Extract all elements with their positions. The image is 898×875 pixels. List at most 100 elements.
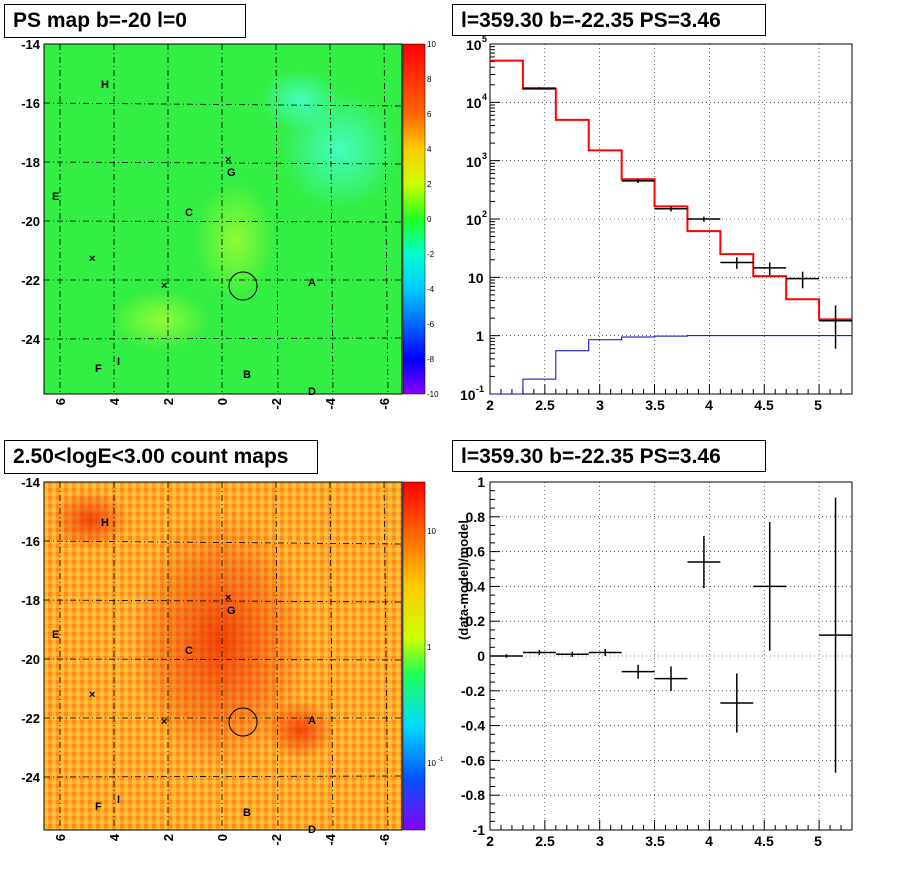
cb-tick: -10 (427, 390, 439, 399)
bl-ytick: -16 (21, 534, 40, 549)
br-xtick: 5 (814, 833, 822, 849)
br-ytick: 0 (477, 648, 485, 664)
tl-ytick: -18 (21, 155, 40, 170)
tr-ytick: 1 (476, 328, 484, 344)
bl-ytick: -20 (21, 652, 40, 667)
br-xtick: 3 (596, 833, 604, 849)
tr-ytick: 10 (468, 270, 484, 286)
data-point (687, 216, 721, 222)
tl-src-i: I (117, 356, 120, 368)
br-residual-plot: (data-model)/model 2 2.5 3 3.5 4 4.5 5 1… (456, 474, 853, 849)
br-ytick: -0.6 (461, 752, 485, 768)
bl-src-h: H (101, 517, 109, 529)
background-histogram (490, 335, 852, 395)
svg-text:×: × (225, 592, 231, 604)
bl-xtick: -4 (323, 833, 338, 845)
svg-text:×: × (89, 253, 95, 265)
tr-ytick: 10 (466, 154, 482, 170)
tr-ytick: 10 (466, 95, 482, 111)
cb-tick: 1 (427, 643, 432, 652)
residual-point (654, 666, 688, 691)
data-point (654, 206, 688, 212)
tl-xtick: 0 (215, 398, 230, 405)
tl-src-a: A (308, 277, 316, 289)
br-ytick: 0.4 (466, 578, 486, 594)
bl-ytick: -24 (21, 770, 41, 785)
data-point (720, 257, 754, 269)
tl-ps-circle (228, 271, 258, 301)
residual-point (687, 535, 721, 589)
br-ytick: 0.8 (466, 509, 486, 525)
cb-tick: 4 (427, 145, 432, 154)
model-histogram (490, 59, 852, 321)
br-ytick: 1 (477, 474, 485, 490)
data-point (786, 271, 820, 289)
bl-xtick: 6 (53, 834, 68, 841)
bl-src-d: D (308, 824, 316, 836)
br-ytick: -1 (473, 822, 486, 838)
tl-ytick: -24 (21, 332, 41, 347)
tl-src-e: E (52, 191, 59, 203)
bl-xtick: 2 (161, 834, 176, 841)
svg-text:5: 5 (482, 34, 487, 44)
tr-xtick: 4 (705, 397, 713, 413)
tr-xtick: 2.5 (535, 397, 555, 413)
tl-src-h: H (101, 79, 109, 91)
tl-src-f: F (95, 363, 102, 375)
br-xtick: 3.5 (645, 833, 665, 849)
tl-panel-title: PS map b=-20 l=0 (4, 4, 246, 38)
tr-xtick: 2 (486, 397, 494, 413)
svg-text:-1: -1 (476, 384, 484, 394)
residual-point (490, 654, 523, 658)
br-ytick: 0.6 (466, 544, 486, 560)
cb-tick: -8 (427, 355, 435, 364)
br-xtick: 4 (705, 833, 713, 849)
br-ytick: 0.2 (466, 613, 486, 629)
bl-ytick: -14 (21, 475, 41, 490)
cb-tick: 6 (427, 110, 432, 119)
cb-tick: -2 (427, 250, 435, 259)
cb-tick: -1 (438, 757, 444, 763)
cb-tick: 2 (427, 180, 432, 189)
tr-panel-title: l=359.30 b=-22.35 PS=3.46 (452, 4, 766, 36)
bl-src-c: C (185, 645, 193, 657)
bl-xtick: -2 (269, 834, 284, 846)
svg-text:×: × (89, 689, 95, 701)
bl-ytick: -22 (21, 711, 40, 726)
tr-ytick: 10 (466, 37, 482, 53)
tr-xtick: 5 (814, 397, 822, 413)
cb-tick: 8 (427, 75, 432, 84)
bl-src-b: B (243, 807, 251, 819)
data-point (819, 305, 852, 349)
tl-ytick: -14 (21, 37, 41, 52)
bl-src-g: G (227, 605, 236, 617)
cb-tick: 0 (427, 215, 432, 224)
tl-xtick: 6 (53, 398, 68, 405)
br-ylabel: (data-model)/model (456, 520, 471, 640)
tl-x-marker: × (225, 154, 231, 166)
bl-src-a: A (308, 715, 316, 727)
residual-point (720, 673, 754, 733)
bl-ytick: -18 (21, 593, 40, 608)
br-xtick: 2 (486, 833, 494, 849)
bl-xtick: 4 (107, 833, 122, 841)
tl-xtick: 4 (107, 397, 122, 405)
cb-tick: 10 (427, 40, 436, 49)
cb-tick: -4 (427, 285, 435, 294)
br-ytick: -0.2 (461, 683, 485, 699)
bl-xtick: -6 (377, 834, 392, 846)
tr-ytick: 10 (460, 387, 476, 403)
svg-text:×: × (161, 716, 167, 728)
br-xtick: 4.5 (754, 833, 774, 849)
tr-xtick: 3.5 (645, 397, 665, 413)
tl-xtick: -2 (269, 398, 284, 410)
svg-text:3: 3 (482, 151, 487, 161)
bl-colorbar (402, 481, 426, 831)
br-xtick: 2.5 (535, 833, 555, 849)
tl-src-b: B (243, 369, 251, 381)
bl-src-i: I (117, 794, 120, 806)
bl-ps-circle (228, 707, 258, 737)
cb-tick: 10 (427, 527, 436, 536)
bl-panel-title: 2.50<logE<3.00 count maps (4, 440, 318, 474)
